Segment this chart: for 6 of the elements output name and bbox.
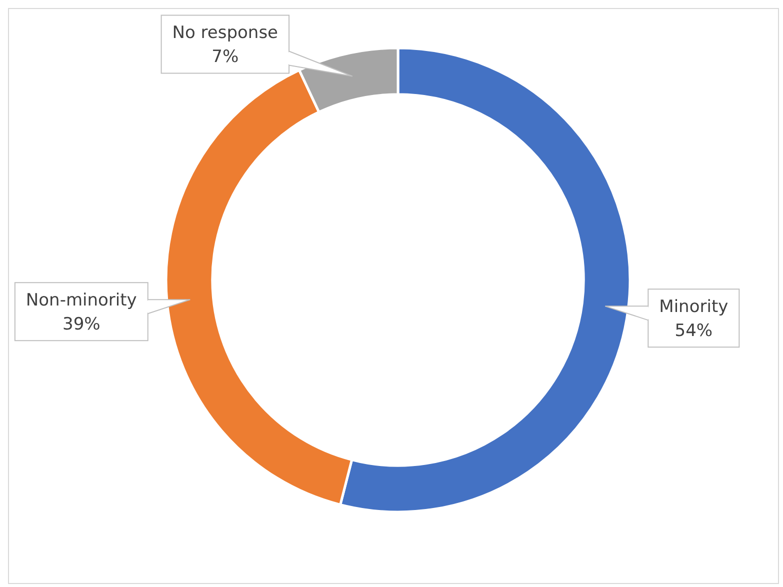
data-label: 54% — [674, 321, 713, 342]
slice-label: Non-minority — [26, 290, 137, 311]
slice-label: Minority — [659, 297, 728, 318]
slice-label: No response — [172, 23, 278, 44]
data-label: 39% — [62, 314, 100, 335]
data-label: 7% — [212, 47, 239, 68]
